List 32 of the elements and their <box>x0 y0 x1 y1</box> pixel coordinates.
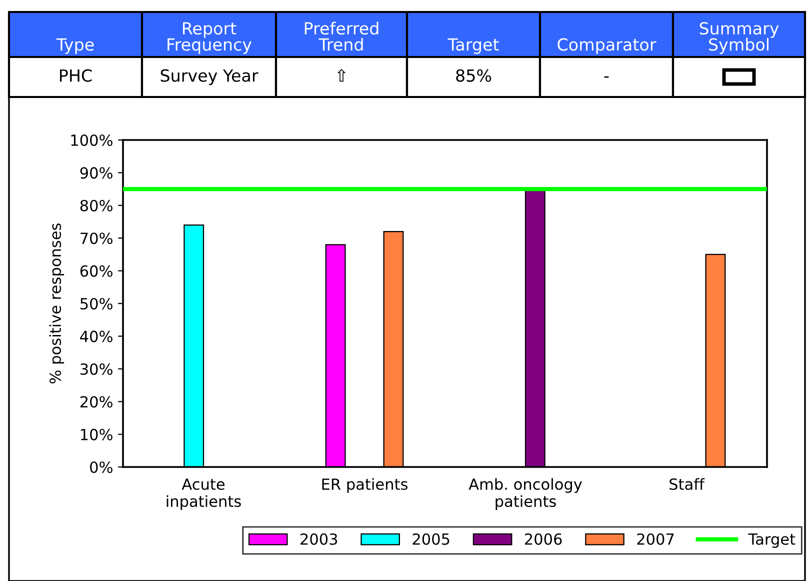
y-tick-label: 100% <box>71 134 112 146</box>
text: Summary Symbol <box>700 22 779 54</box>
text: Comparator <box>558 38 656 54</box>
x-tick-label: Acute inpatients <box>166 478 241 510</box>
text: 85% <box>456 69 492 82</box>
legend-label: 2007 <box>637 533 674 545</box>
y-axis-title: % positive responses <box>49 223 64 384</box>
x-tick-label: Staff <box>670 478 705 490</box>
legend-label: 2003 <box>300 533 338 545</box>
x-tick-label: Amb. oncology patients <box>468 478 582 510</box>
x-tick-label: ER patients <box>322 478 408 493</box>
y-tick-label: 70% <box>80 232 112 244</box>
text: Report Frequency <box>168 22 252 54</box>
y-tick-label: 0% <box>90 461 112 474</box>
y-tick-label: 40% <box>80 330 112 342</box>
y-tick-label: 30% <box>80 363 112 375</box>
text: Survey Year <box>160 69 258 86</box>
y-tick-label: 50% <box>80 298 112 310</box>
y-tick-label: 60% <box>80 265 112 277</box>
legend-label: Target <box>748 534 796 548</box>
y-tick-label: 90% <box>80 167 112 179</box>
legend-label: 2005 <box>412 533 450 545</box>
legend-label: 2006 <box>524 533 562 545</box>
y-tick-label: 80% <box>80 200 112 212</box>
y-tick-label: 20% <box>80 396 112 408</box>
text: ⇧ <box>337 69 346 82</box>
text: Target <box>448 38 499 54</box>
text: - <box>604 76 609 78</box>
text: PHC <box>60 69 92 82</box>
text: Preferred Trend <box>304 22 378 51</box>
text: Type <box>56 38 94 54</box>
y-tick-label: 10% <box>81 428 112 440</box>
